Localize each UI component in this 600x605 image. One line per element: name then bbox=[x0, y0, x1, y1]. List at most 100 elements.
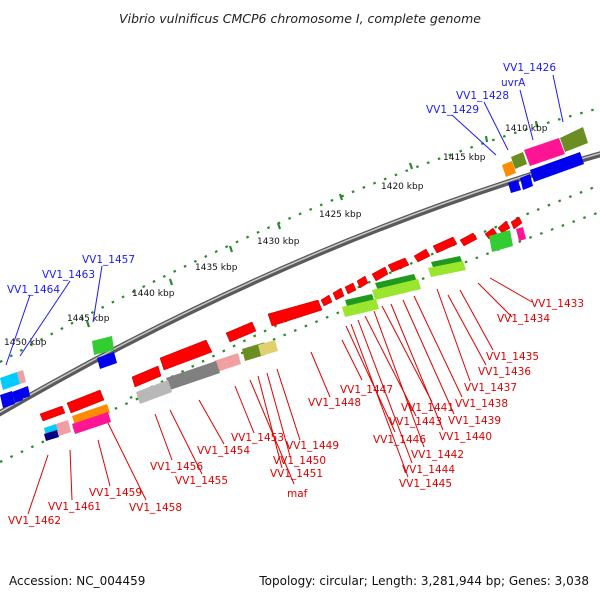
gene-arrow bbox=[497, 220, 511, 234]
gene-label: VV1_1444 bbox=[402, 464, 455, 476]
gene-label: VV1_1448 bbox=[308, 397, 361, 409]
gene-label: VV1_1451 bbox=[270, 468, 323, 480]
bottom-gene-labels: VV1_1433 VV1_1434 VV1_1435 VV1_1436 VV1_… bbox=[8, 298, 584, 527]
leader-line bbox=[341, 339, 363, 381]
gene-label: VV1_1440 bbox=[439, 431, 492, 443]
leader-line bbox=[489, 277, 533, 303]
gene-label: VV1_1439 bbox=[448, 415, 501, 427]
gene-block bbox=[56, 420, 71, 436]
gene-block bbox=[508, 180, 521, 193]
gene-label: VV1_1446 bbox=[373, 434, 426, 446]
gene-block bbox=[516, 227, 526, 241]
gene-label: VV1_1456 bbox=[150, 461, 203, 473]
leader-line bbox=[357, 319, 413, 464]
gene-label: VV1_1441 bbox=[401, 402, 454, 414]
scale-labels: 1410 kbp 1415 kbp 1420 kbp 1425 kbp 1430… bbox=[4, 124, 548, 348]
kbp-label: 1445 kbp bbox=[67, 314, 110, 324]
gene-label: VV1_1436 bbox=[478, 366, 531, 378]
gene-label: VV1_1443 bbox=[389, 416, 442, 428]
kbp-label: 1435 kbp bbox=[195, 263, 238, 273]
gene-label: VV1_1455 bbox=[175, 475, 228, 487]
gene-arrow bbox=[432, 236, 458, 254]
gene-block bbox=[530, 152, 584, 182]
gene-label: VV1_1463 bbox=[42, 269, 95, 281]
gene-block bbox=[17, 370, 26, 384]
leader-line bbox=[451, 114, 497, 156]
gene-arrow bbox=[459, 232, 478, 247]
kbp-label: 1410 kbp bbox=[505, 124, 548, 134]
kbp-label: 1415 kbp bbox=[443, 153, 486, 163]
leader-line bbox=[436, 288, 471, 382]
gene-label: VV1_1453 bbox=[231, 432, 284, 444]
leader-line bbox=[97, 439, 111, 487]
outer-scale-track bbox=[0, 106, 600, 363]
gene-block bbox=[524, 138, 565, 166]
gene-block bbox=[12, 389, 23, 403]
leader-line bbox=[390, 303, 444, 431]
gene-arrow bbox=[356, 275, 369, 289]
backbone-shadow bbox=[0, 151, 600, 417]
gene-arrow bbox=[39, 405, 66, 422]
gene-block bbox=[214, 353, 241, 372]
gene-arrow bbox=[225, 321, 257, 343]
major-tick bbox=[228, 245, 234, 253]
gene-arrow bbox=[344, 282, 357, 295]
gene-arrow bbox=[159, 339, 213, 371]
leader-line bbox=[154, 413, 173, 461]
gene-label: VV1_1437 bbox=[464, 382, 517, 394]
leader-line bbox=[552, 74, 564, 123]
major-tick bbox=[85, 320, 91, 328]
leader-line bbox=[5, 294, 31, 366]
gene-label: VV1_1445 bbox=[399, 478, 452, 490]
gene-arrow bbox=[267, 299, 323, 327]
middle-scale-track bbox=[129, 183, 600, 399]
backbone-highlight bbox=[0, 152, 600, 413]
gene-label: VV1_1429 bbox=[426, 104, 479, 116]
leader-line bbox=[19, 280, 71, 357]
gene-block bbox=[97, 352, 117, 369]
leader-line bbox=[107, 422, 147, 501]
gene-arrow bbox=[413, 248, 431, 263]
major-tick bbox=[338, 193, 344, 201]
gene-block bbox=[342, 299, 379, 317]
gene-arrow bbox=[387, 257, 410, 273]
leader-line bbox=[483, 101, 509, 151]
gene-block bbox=[72, 412, 111, 434]
map-title: Vibrio vulnificus CMCP6 chromosome I, co… bbox=[119, 11, 481, 26]
gene-block bbox=[0, 372, 20, 390]
leader-line bbox=[459, 289, 494, 351]
bottom-leader-lines bbox=[27, 277, 533, 515]
chromosome-backbone bbox=[0, 151, 600, 417]
gene-arrow bbox=[131, 365, 162, 388]
gene-label: VV1_1428 bbox=[456, 90, 509, 102]
gene-label: VV1_1461 bbox=[48, 501, 101, 513]
gene-arrow bbox=[510, 216, 523, 230]
gene-block bbox=[489, 230, 513, 252]
gene-label: VV1_1435 bbox=[486, 351, 539, 363]
gene-label: VV1_1433 bbox=[531, 298, 584, 310]
kbp-label: 1420 kbp bbox=[381, 182, 424, 192]
leader-line bbox=[310, 351, 331, 398]
middle-blocks bbox=[44, 256, 466, 441]
gene-block bbox=[511, 152, 527, 169]
gene-block bbox=[258, 340, 278, 356]
kbp-label: 1425 kbp bbox=[319, 210, 362, 220]
leader-line bbox=[350, 323, 409, 478]
gene-block bbox=[372, 279, 421, 300]
gene-label: VV1_1464 bbox=[7, 284, 60, 296]
major-tick bbox=[408, 162, 414, 170]
leader-line bbox=[447, 294, 487, 366]
leader-line bbox=[381, 305, 433, 403]
gene-label: VV1_1458 bbox=[129, 502, 182, 514]
gene-block bbox=[44, 424, 58, 435]
kbp-label: 1430 kbp bbox=[257, 237, 300, 247]
gene-label: VV1_1459 bbox=[89, 487, 142, 499]
kbp-label: 1440 kbp bbox=[132, 289, 175, 299]
gene-arrow bbox=[332, 287, 345, 301]
gene-arrow bbox=[320, 294, 333, 307]
gene-label: VV1_1457 bbox=[82, 254, 135, 266]
gene-label: VV1_1434 bbox=[497, 313, 550, 325]
leader-line bbox=[198, 399, 225, 445]
major-tick bbox=[168, 278, 174, 286]
forward-genes bbox=[39, 216, 523, 422]
